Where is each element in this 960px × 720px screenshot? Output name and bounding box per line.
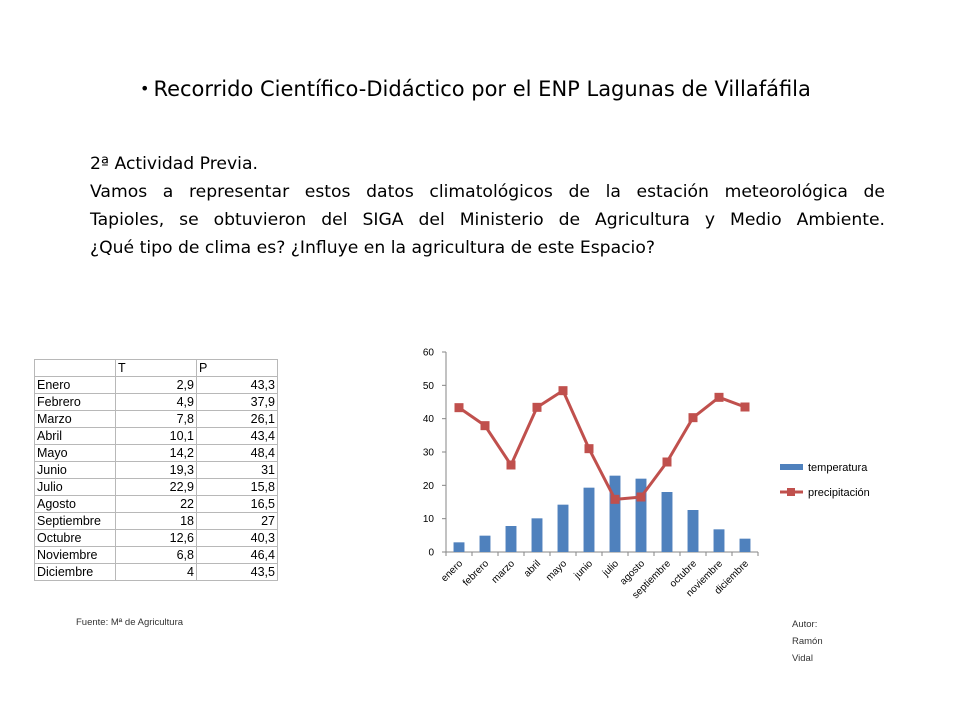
y-tick-label: 20 [423, 481, 435, 492]
table-row: Junio 19,3 31 [34, 461, 278, 479]
precipitation-marker [610, 494, 620, 504]
slide-title: • Recorrido Científico-Didáctico por el E… [140, 74, 900, 104]
precipitation-cell: 37,9 [196, 393, 278, 411]
precipitation-cell: 43,3 [196, 376, 278, 394]
activity-question: ¿Qué tipo de clima es? ¿Influye en la ag… [90, 238, 655, 258]
activity-line-1: Vamos a representar estos datos climatol… [90, 182, 885, 202]
month-cell: Abril [34, 427, 116, 445]
climate-table: T P Enero 2,9 43,3 Febrero 4,9 37,9 Marzo 7,8 26,1… [34, 359, 278, 581]
precipitation-marker [480, 421, 490, 431]
table-row: Enero 2,9 43,3 [34, 376, 278, 394]
temperature-bar [687, 510, 699, 552]
x-tick-label: febrero [461, 558, 491, 588]
precipitation-cell: 16,5 [196, 495, 278, 513]
temperature-bar [479, 535, 491, 552]
author-label: Autor: [792, 619, 818, 630]
y-tick-label: 40 [423, 414, 435, 425]
temperature-bar [453, 542, 465, 552]
month-cell: Febrero [34, 393, 116, 411]
table-row: Febrero 4,9 37,9 [34, 393, 278, 411]
precipitation-marker [662, 457, 672, 467]
temperature-bar [635, 478, 647, 552]
author-last-name: Vidal [792, 653, 813, 664]
temperature-bar [609, 475, 621, 552]
y-tick-label: 30 [423, 448, 435, 459]
precipitation-marker [584, 444, 594, 454]
temperature-bar [661, 492, 673, 552]
precipitation-line [458, 389, 746, 501]
y-tick-label: 10 [423, 514, 435, 525]
table-row: Noviembre 6,8 46,4 [34, 546, 278, 564]
slide-title-text: Recorrido Científico-Didáctico por el EN… [153, 77, 811, 101]
author-note: Autor: Ramón Vidal [792, 616, 823, 667]
precipitation-marker [558, 386, 568, 396]
y-tick-label: 60 [423, 348, 435, 359]
y-tick-label: 50 [423, 381, 435, 392]
temperature-bar [557, 504, 569, 552]
table-row: Diciembre 4 43,5 [34, 563, 278, 581]
table-row: Marzo 7,8 26,1 [34, 410, 278, 428]
table-row: Abril 10,1 43,4 [34, 427, 278, 445]
x-tick-label: marzo [490, 558, 518, 586]
legend-precipitation-marker [787, 488, 795, 496]
x-tick-label: junio [572, 558, 596, 582]
month-cell: Marzo [34, 410, 116, 428]
title-bullet: • [140, 79, 150, 98]
temperature-bar [531, 518, 543, 552]
legend-temperature-swatch [780, 464, 803, 470]
temperature-cell: 22,9 [115, 478, 197, 496]
precipitation-cell: 26,1 [196, 410, 278, 428]
activity-text: 2ª Actividad Previa. Vamos a representar… [90, 150, 885, 262]
activity-line-2: Tapioles, se obtuvieron del SIGA del Min… [90, 210, 885, 230]
precipitation-cell: 31 [196, 461, 278, 479]
month-cell: Octubre [34, 529, 116, 547]
precipitation-marker [506, 460, 516, 470]
temperature-cell: 10,1 [115, 427, 197, 445]
x-tick-label: julio [600, 558, 621, 579]
month-cell: Noviembre [34, 546, 116, 564]
x-tick-label: abril [522, 558, 543, 579]
table-row: Mayo 14,2 48,4 [34, 444, 278, 462]
x-tick-label: mayo [544, 558, 569, 583]
legend-temperature-label: temperatura [808, 462, 868, 474]
precipitation-cell: 43,5 [196, 563, 278, 581]
precipitation-marker [740, 402, 750, 412]
month-cell: Mayo [34, 444, 116, 462]
legend-precipitation-label: precipitación [808, 487, 870, 499]
precipitation-marker [688, 413, 698, 423]
activity-heading: 2ª Actividad Previa. [90, 154, 258, 174]
precipitation-marker [454, 403, 464, 413]
source-note: Fuente: Mª de Agricultura [76, 617, 184, 628]
author-first-name: Ramón [792, 636, 823, 647]
precipitation-marker [532, 402, 542, 412]
precipitation-marker [714, 392, 724, 402]
temperature-bar [583, 487, 595, 552]
temperature-bar [713, 529, 725, 552]
temperature-bar [739, 538, 751, 552]
precipitation-marker [636, 492, 646, 502]
table-row: Octubre 12,6 40,3 [34, 529, 278, 547]
temperature-cell: 7,8 [115, 410, 197, 428]
y-tick-label: 0 [428, 548, 434, 559]
temperature-bar [505, 526, 517, 552]
